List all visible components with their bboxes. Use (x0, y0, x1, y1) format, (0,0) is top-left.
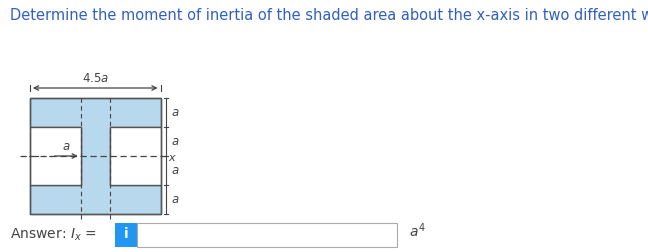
Text: $a$: $a$ (171, 193, 179, 206)
Text: 4.5$a$: 4.5$a$ (82, 72, 109, 85)
FancyBboxPatch shape (115, 223, 137, 246)
FancyBboxPatch shape (137, 223, 397, 246)
Bar (110, 127, 161, 185)
Bar (30, 98, 161, 214)
Text: Determine the moment of inertia of the shaded area about the x-axis in two diffe: Determine the moment of inertia of the s… (10, 8, 648, 23)
Text: i: i (124, 228, 128, 241)
Bar (30, 127, 81, 185)
Text: $a^4$: $a^4$ (409, 221, 426, 240)
Text: $a$: $a$ (62, 140, 71, 153)
Text: $a$: $a$ (171, 106, 179, 119)
Text: $a$: $a$ (171, 164, 179, 177)
Text: $a$: $a$ (171, 135, 179, 148)
Polygon shape (30, 98, 161, 214)
Text: $x$: $x$ (167, 153, 176, 163)
Text: Answer: $I_x$ =: Answer: $I_x$ = (10, 226, 98, 243)
